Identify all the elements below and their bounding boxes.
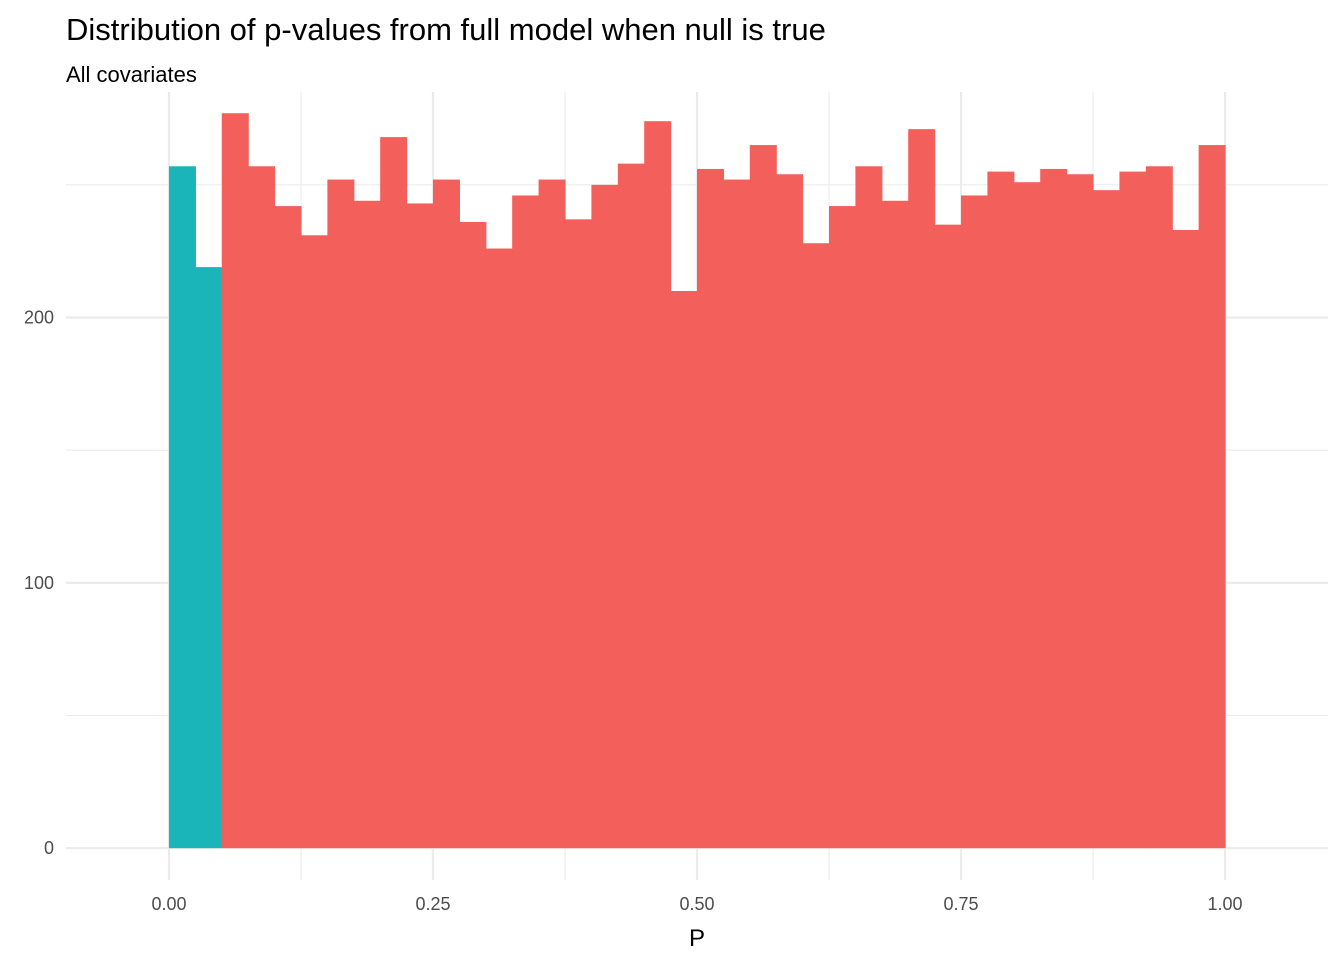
histogram-bar-32 (1013, 182, 1041, 849)
histogram-bar-26 (855, 166, 883, 849)
histogram-bar-25 (829, 206, 857, 849)
histogram-bar-39 (1198, 145, 1226, 849)
histogram-bar-37 (1145, 166, 1173, 849)
x-axis-title: P (689, 925, 705, 952)
histogram-bar-29 (934, 224, 962, 849)
histogram-bar-22 (749, 145, 777, 849)
histogram-bar-36 (1119, 171, 1147, 849)
histogram-bar-12 (485, 248, 513, 849)
histogram-bar-15 (564, 219, 592, 849)
histogram-bar-8 (380, 137, 408, 849)
histogram-bar-10 (432, 179, 460, 849)
histogram-bar-31 (987, 171, 1015, 849)
histogram-bar-34 (1066, 174, 1094, 849)
histogram-bar-14 (538, 179, 566, 849)
histogram-bar-2 (221, 113, 249, 849)
histogram-bar-18 (644, 121, 672, 849)
histogram-bar-38 (1172, 229, 1200, 849)
histogram-bar-23 (776, 174, 804, 849)
histogram-bar-24 (802, 243, 830, 849)
histogram-bar-0 (168, 166, 196, 849)
x-tick-label: 0.25 (415, 894, 450, 914)
histogram-bar-4 (274, 206, 302, 849)
histogram-bar-9 (406, 203, 434, 849)
histogram-bars (168, 113, 1226, 849)
histogram-bar-21 (723, 179, 751, 849)
histogram-bar-27 (881, 200, 909, 849)
x-tick-label: 0.50 (679, 894, 714, 914)
histogram-bar-1 (195, 267, 223, 849)
chart-subtitle: All covariates (66, 62, 197, 87)
x-tick-label: 1.00 (1208, 894, 1243, 914)
y-tick-label: 100 (24, 573, 54, 593)
histogram-bar-3 (248, 166, 276, 849)
histogram-bar-11 (459, 222, 487, 849)
histogram-bar-35 (1093, 190, 1121, 849)
y-tick-label: 200 (24, 308, 54, 328)
histogram-bar-30 (961, 195, 989, 849)
histogram-bar-7 (353, 200, 381, 849)
chart-title: Distribution of p-values from full model… (66, 12, 826, 47)
histogram-bar-6 (327, 179, 355, 849)
histogram-bar-28 (908, 129, 936, 849)
x-tick-label: 0.00 (151, 894, 186, 914)
tick-labels: 0.00 0.25 0.50 0.75 1.00 0 100 200 (24, 308, 1243, 914)
x-tick-label: 0.75 (943, 894, 978, 914)
histogram-bar-17 (617, 163, 645, 849)
y-tick-label: 0 (44, 838, 54, 858)
histogram-bar-33 (1040, 168, 1068, 849)
histogram-bar-19 (670, 290, 698, 849)
histogram-bar-16 (591, 184, 619, 849)
histogram-bar-13 (512, 195, 540, 849)
histogram-bar-5 (300, 235, 328, 849)
histogram-bar-20 (697, 168, 725, 849)
